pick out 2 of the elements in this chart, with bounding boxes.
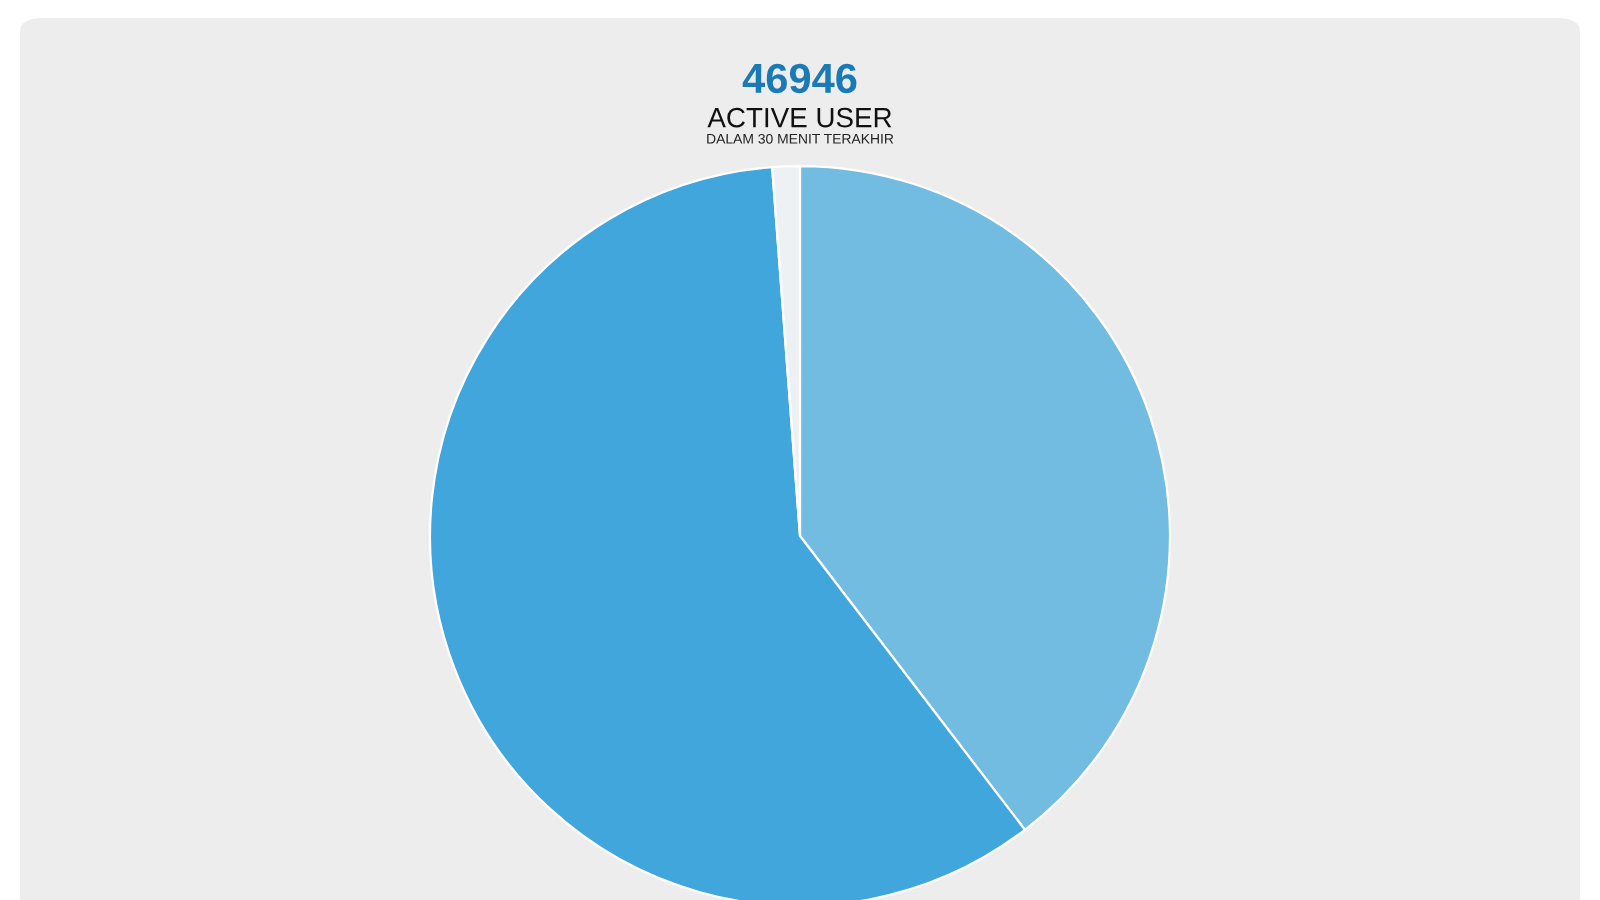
chart-subtitle: ACTIVE USER bbox=[707, 107, 892, 128]
chart-title: 46946 bbox=[742, 63, 857, 94]
